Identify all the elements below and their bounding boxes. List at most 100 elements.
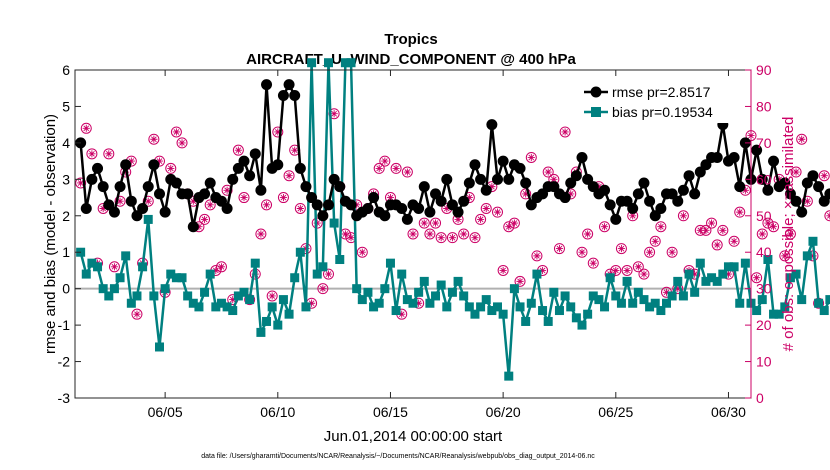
obs-count-point bbox=[165, 162, 177, 174]
obs-assimilated-marker bbox=[353, 201, 361, 209]
obs-possible-marker bbox=[80, 122, 92, 134]
bias-point bbox=[132, 291, 142, 301]
bias-point bbox=[267, 302, 277, 312]
rmse-point bbox=[345, 199, 357, 211]
obs-count-point bbox=[238, 192, 250, 204]
rmse-point bbox=[632, 188, 644, 200]
obs-possible-marker bbox=[644, 246, 656, 258]
obs-count-point bbox=[706, 217, 718, 229]
rmse-point bbox=[756, 173, 768, 185]
obs-possible-marker bbox=[446, 232, 458, 244]
bias-point bbox=[81, 269, 91, 279]
obs-assimilated-marker bbox=[206, 201, 214, 209]
rmse-point bbox=[277, 90, 289, 102]
bias-point bbox=[211, 302, 221, 312]
bias-point bbox=[538, 306, 548, 316]
bias-point bbox=[791, 269, 801, 279]
bias-point bbox=[785, 273, 795, 283]
bias-point bbox=[735, 298, 745, 308]
obs-count-point bbox=[475, 213, 487, 225]
rmse-point bbox=[655, 202, 667, 214]
bias-point bbox=[200, 287, 210, 297]
bias-point bbox=[194, 302, 204, 312]
obs-assimilated-marker bbox=[730, 237, 738, 245]
obs-count-point bbox=[644, 246, 656, 258]
obs-count-point bbox=[294, 202, 306, 214]
obs-possible-marker bbox=[756, 228, 768, 240]
obs-assimilated-marker bbox=[792, 168, 800, 176]
obs-assimilated-marker bbox=[240, 193, 248, 202]
obs-assimilated-marker bbox=[308, 299, 316, 307]
rmse-point bbox=[396, 202, 408, 214]
legend-box bbox=[580, 77, 742, 123]
y-tick-label-right: 10 bbox=[756, 354, 772, 370]
obs-count-point bbox=[621, 264, 633, 276]
obs-count-point bbox=[553, 243, 565, 255]
obs-assimilated-marker bbox=[798, 135, 806, 143]
obs-assimilated-marker bbox=[662, 288, 671, 296]
bias-point bbox=[656, 306, 666, 316]
obs-count-point bbox=[768, 221, 780, 233]
bias-point bbox=[425, 298, 435, 308]
obs-count-point bbox=[75, 177, 87, 189]
bias-point bbox=[160, 284, 170, 294]
obs-assimilated-marker bbox=[257, 230, 265, 238]
obs-possible-marker bbox=[317, 283, 329, 295]
rmse-point bbox=[379, 210, 391, 222]
obs-assimilated-marker bbox=[719, 226, 727, 234]
obs-possible-marker bbox=[199, 213, 211, 225]
obs-possible-marker bbox=[762, 217, 774, 229]
legend-bias-label: bias pr=0.19534 bbox=[612, 104, 713, 120]
obs-assimilated-marker bbox=[392, 164, 400, 172]
rmse-point bbox=[751, 144, 763, 156]
obs-count-point bbox=[323, 268, 334, 280]
obs-possible-marker bbox=[238, 192, 250, 204]
obs-assimilated-marker bbox=[415, 299, 423, 307]
rmse-point bbox=[627, 202, 639, 214]
obs-possible-marker bbox=[204, 199, 216, 211]
bias-point bbox=[346, 58, 356, 68]
y-tick-label-right: 20 bbox=[756, 317, 772, 333]
obs-possible-marker bbox=[356, 246, 368, 258]
obs-possible-marker bbox=[277, 192, 289, 204]
obs-assimilated-marker bbox=[460, 230, 468, 238]
obs-count-point bbox=[469, 232, 481, 244]
obs-count-point bbox=[655, 221, 667, 233]
obs-possible-marker bbox=[796, 133, 808, 145]
rmse-point bbox=[255, 184, 267, 196]
rmse-point bbox=[599, 184, 611, 196]
bias-point bbox=[262, 316, 272, 326]
bias-point bbox=[622, 276, 632, 286]
obs-assimilated-marker bbox=[758, 230, 766, 238]
obs-assimilated-marker bbox=[189, 197, 197, 205]
obs-possible-marker bbox=[373, 162, 385, 174]
rmse-point bbox=[475, 173, 487, 185]
rmse-point bbox=[368, 192, 380, 204]
obs-assimilated-marker bbox=[223, 186, 231, 194]
bias-point bbox=[222, 302, 232, 312]
bias-point bbox=[301, 302, 311, 312]
y-tick-label-right: 70 bbox=[756, 135, 772, 151]
obs-assimilated-marker bbox=[347, 234, 355, 242]
obs-possible-marker bbox=[272, 126, 284, 138]
obs-possible-marker bbox=[131, 308, 143, 320]
obs-assimilated-marker bbox=[88, 150, 96, 158]
obs-assimilated-marker bbox=[386, 193, 395, 202]
y-tick-label-left: 4 bbox=[62, 135, 70, 151]
bias-point bbox=[177, 273, 187, 283]
obs-assimilated-marker bbox=[674, 285, 682, 293]
obs-assimilated-marker bbox=[381, 157, 389, 165]
bias-point bbox=[143, 214, 153, 224]
obs-count-point bbox=[503, 221, 515, 233]
bias-point bbox=[616, 298, 626, 308]
rmse-point bbox=[170, 177, 182, 189]
obs-assimilated-marker bbox=[443, 204, 451, 213]
obs-assimilated-marker bbox=[600, 223, 609, 231]
obs-assimilated-marker bbox=[172, 128, 180, 136]
obs-count-point bbox=[435, 232, 447, 244]
obs-possible-marker bbox=[266, 290, 278, 302]
bias-point bbox=[521, 316, 531, 326]
rmse-point bbox=[458, 195, 470, 207]
rmse-point bbox=[796, 206, 808, 218]
obs-possible-marker bbox=[531, 250, 543, 262]
